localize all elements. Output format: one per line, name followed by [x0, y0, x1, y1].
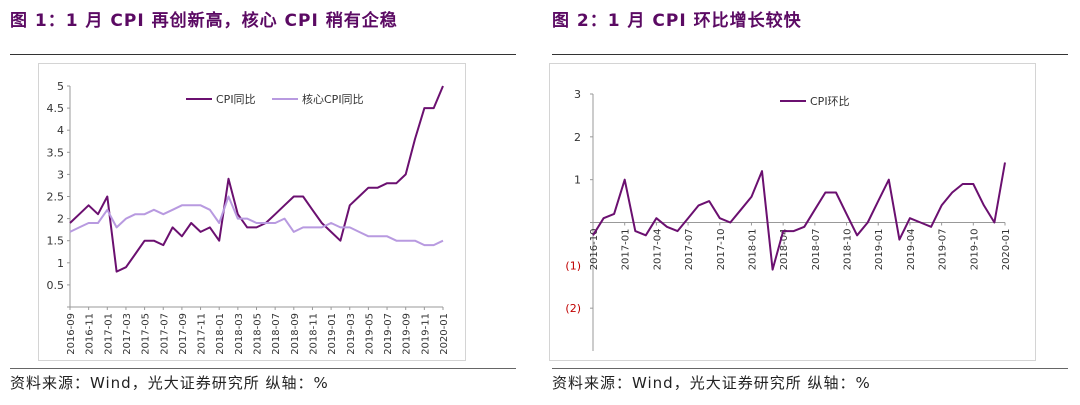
y-tick-label: (1) [565, 259, 581, 272]
figure-2-title: 图 2：1 月 CPI 环比增长较快 [552, 11, 802, 31]
cpi-mom-chart: (2) (1) 1 2 3 2016-10 2017-01 2017-04 2017-07 201… [565, 88, 1012, 351]
x-tick-label: 2017-07 [159, 313, 170, 355]
x-tick-label: 2017-05 [141, 313, 152, 355]
x-tick-label: 2018-10 [843, 229, 854, 271]
x-tick-label: 2018-04 [779, 229, 790, 271]
cpi-yoy-series-line [69, 85, 444, 273]
y-tick-label: 1.5 [47, 235, 65, 248]
x-tick-label: 2017-04 [652, 229, 663, 271]
figure-1-source: 资料来源：Wind，光大证券研究所 纵轴：% [10, 374, 329, 392]
x-tick-label: 2018-07 [271, 313, 282, 355]
x-tick-label: 2017-01 [621, 229, 632, 271]
x-tick-label: 2016-09 [66, 313, 77, 355]
x-tick-label: 2016-10 [589, 229, 600, 271]
x-tick-label: 2018-05 [253, 313, 264, 355]
y-tick-label: (2) [565, 302, 581, 315]
figure-1-title-rule [10, 54, 516, 55]
x-tick-label: 2017-09 [178, 313, 189, 355]
y-tick-label: 5 [57, 80, 64, 93]
x-tick-label: 2020-01 [1001, 229, 1012, 271]
x-tick-label: 2019-01 [874, 229, 885, 271]
x-tick-label: 2019-11 [420, 313, 431, 355]
legend-label: CPI同比 [216, 93, 256, 106]
figure-2-source: 资料来源：Wind，光大证券研究所 纵轴：% [552, 374, 871, 392]
x-tick-label: 2019-03 [346, 313, 357, 355]
x-tick-label: 2017-10 [716, 229, 727, 271]
y-tick-label: 0.5 [47, 279, 65, 292]
x-tick-label: 2017-03 [122, 313, 133, 355]
x-tick-label: 2018-07 [811, 229, 822, 271]
cpi-mom-series-line [592, 162, 1006, 271]
y-tick-label: 3.5 [47, 146, 65, 159]
x-tick-label: 2018-11 [308, 313, 319, 355]
figure-1-bottom-rule [10, 368, 516, 369]
x-tick-label: 2019-07 [938, 229, 949, 271]
figure-2-title-rule [552, 54, 1068, 55]
x-tick-label: 2016-11 [85, 313, 96, 355]
y-tick-label: 2.5 [47, 191, 65, 204]
core-cpi-yoy-series-line [69, 195, 444, 247]
figure-1-title: 图 1：1 月 CPI 再创新高，核心 CPI 稍有企稳 [10, 11, 398, 31]
x-tick-label: 2018-03 [234, 313, 245, 355]
x-tick-label: 2018-09 [290, 313, 301, 355]
x-tick-label: 2017-01 [103, 313, 114, 355]
y-tick-label: 4 [57, 124, 64, 137]
x-tick-label: 2017-11 [197, 313, 208, 355]
y-tick-label: 1 [57, 257, 64, 270]
x-tick-label: 2018-01 [747, 229, 758, 271]
x-tick-label: 2019-09 [402, 313, 413, 355]
y-tick-label: 2 [574, 131, 581, 144]
x-tick-label: 2019-04 [906, 229, 917, 271]
x-tick-label: 2018-01 [215, 313, 226, 355]
x-tick-label: 2019-10 [969, 229, 980, 271]
legend-label: CPI环比 [810, 95, 850, 108]
figure-2-plot-area: (2) (1) 1 2 3 2016-10 2017-01 2017-04 2017-07 201… [549, 63, 1036, 361]
x-tick-label: 2017-07 [684, 229, 695, 271]
x-tick-label: 2019-05 [364, 313, 375, 355]
y-tick-label: 4.5 [47, 102, 65, 115]
x-tick-label: 2019-07 [383, 313, 394, 355]
x-tick-label: 2019-01 [327, 313, 338, 355]
legend-label: 核心CPI同比 [302, 92, 364, 106]
x-tick-label: 2020-01 [439, 313, 450, 355]
figure-1-plot-area: 0.5 1 1.5 2 2.5 3 3.5 4 4.5 5 2016-09 2016-11 2017-0… [38, 63, 466, 361]
y-tick-label: 1 [574, 174, 581, 187]
y-tick-label: 3 [57, 168, 64, 181]
figure-2-bottom-rule [552, 368, 1068, 369]
y-tick-label: 2 [57, 213, 64, 226]
y-tick-label: 3 [574, 88, 581, 101]
cpi-yoy-chart: 0.5 1 1.5 2 2.5 3 3.5 4 4.5 5 2016-09 2016-11 2017-0… [47, 80, 451, 355]
